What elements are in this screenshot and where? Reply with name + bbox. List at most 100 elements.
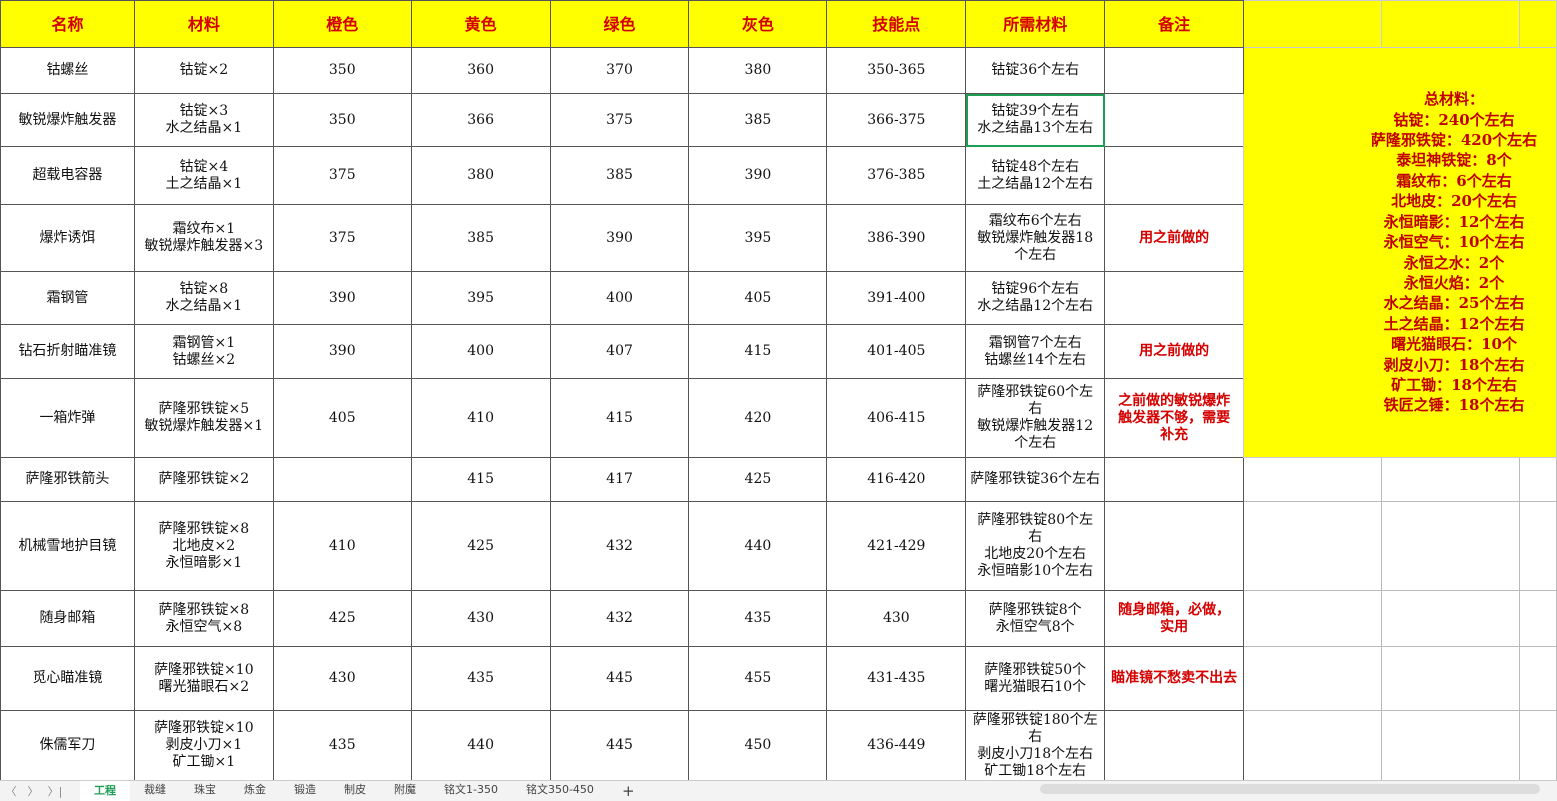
gray-cell[interactable]: 420 xyxy=(688,378,828,458)
name-cell[interactable]: 霜钢管 xyxy=(0,271,135,325)
green-cell[interactable]: 375 xyxy=(549,93,690,147)
last-sheet-icon[interactable]: 〉| xyxy=(47,785,63,798)
sheet-tab[interactable]: 工程 xyxy=(80,781,130,801)
name-cell[interactable]: 侏儒军刀 xyxy=(0,710,135,781)
add-sheet-icon[interactable]: + xyxy=(621,782,635,800)
note-cell[interactable]: 瞄准镜不愁卖不出去 xyxy=(1104,646,1245,711)
materials-cell[interactable]: 萨隆邪铁锭×8 永恒空气×8 xyxy=(133,590,274,647)
skill-cell[interactable]: 401-405 xyxy=(826,324,967,379)
skill-cell[interactable]: 436-449 xyxy=(826,710,967,781)
orange-cell[interactable]: 350 xyxy=(272,93,412,147)
next-sheet-icon[interactable]: 〉 xyxy=(27,785,39,798)
required-materials-cell[interactable]: 萨隆邪铁锭36个左右 xyxy=(965,457,1106,502)
orange-cell[interactable]: 410 xyxy=(272,501,412,591)
orange-cell[interactable]: 390 xyxy=(272,324,412,379)
required-materials-cell[interactable]: 萨隆邪铁锭50个 曙光猫眼石10个 xyxy=(965,646,1106,711)
required-materials-cell[interactable]: 钴锭36个左右 xyxy=(965,47,1106,94)
gray-cell[interactable]: 425 xyxy=(688,457,828,502)
sheet-tab[interactable]: 制皮 xyxy=(344,783,366,796)
column-header[interactable]: 橙色 xyxy=(272,0,412,48)
empty-cell[interactable] xyxy=(1380,501,1520,591)
skill-cell[interactable]: 416-420 xyxy=(826,457,967,502)
skill-cell[interactable]: 431-435 xyxy=(826,646,967,711)
skill-cell[interactable]: 376-385 xyxy=(826,146,967,205)
materials-cell[interactable]: 钴锭×3 水之结晶×1 xyxy=(133,93,274,147)
column-header[interactable]: 名称 xyxy=(0,0,135,48)
materials-cell[interactable]: 萨隆邪铁锭×10 曙光猫眼石×2 xyxy=(133,646,274,711)
sheet-tab[interactable]: 附魔 xyxy=(394,783,416,796)
yellow-cell[interactable]: 380 xyxy=(410,146,551,205)
required-materials-cell[interactable]: 钴锭48个左右 土之结晶12个左右 xyxy=(965,146,1106,205)
gray-cell[interactable]: 455 xyxy=(688,646,828,711)
materials-cell[interactable]: 霜纹布×1 敏锐爆炸触发器×3 xyxy=(133,204,274,272)
green-cell[interactable]: 445 xyxy=(549,710,690,781)
skill-cell[interactable]: 391-400 xyxy=(826,271,967,325)
name-cell[interactable]: 觅心瞄准镜 xyxy=(0,646,135,711)
gray-cell[interactable]: 385 xyxy=(688,93,828,147)
note-cell[interactable] xyxy=(1104,271,1245,325)
materials-cell[interactable]: 钴锭×8 水之结晶×1 xyxy=(133,271,274,325)
required-materials-cell[interactable]: 霜钢管7个左右 钴螺丝14个左右 xyxy=(965,324,1106,379)
name-cell[interactable]: 萨隆邪铁箭头 xyxy=(0,457,135,502)
column-header[interactable]: 黄色 xyxy=(410,0,551,48)
name-cell[interactable]: 钴螺丝 xyxy=(0,47,135,94)
orange-cell[interactable]: 425 xyxy=(272,590,412,647)
column-header[interactable]: 材料 xyxy=(133,0,274,48)
sheet-tab[interactable]: 炼金 xyxy=(244,783,266,796)
green-cell[interactable]: 407 xyxy=(549,324,690,379)
orange-cell[interactable]: 390 xyxy=(272,271,412,325)
green-cell[interactable]: 370 xyxy=(549,47,690,94)
required-materials-cell[interactable]: 钴锭96个左右 水之结晶12个左右 xyxy=(965,271,1106,325)
required-materials-cell[interactable]: 萨隆邪铁锭80个左右北地皮20个左右 永恒暗影10个左右 xyxy=(965,501,1106,591)
materials-cell[interactable]: 萨隆邪铁锭×2 xyxy=(133,457,274,502)
name-cell[interactable]: 敏锐爆炸触发器 xyxy=(0,93,135,147)
materials-cell[interactable]: 萨隆邪铁锭×8 北地皮×2 永恒暗影×1 xyxy=(133,501,274,591)
gray-cell[interactable]: 435 xyxy=(688,590,828,647)
empty-cell[interactable] xyxy=(1518,457,1557,502)
name-cell[interactable]: 机械雪地护目镜 xyxy=(0,501,135,591)
note-cell[interactable]: 用之前做的 xyxy=(1104,204,1245,272)
required-materials-cell[interactable]: 萨隆邪铁锭60个左右敏锐爆炸触发器12 个左右 xyxy=(965,378,1106,458)
empty-cell[interactable] xyxy=(1243,0,1382,48)
green-cell[interactable]: 445 xyxy=(549,646,690,711)
empty-cell[interactable] xyxy=(1518,501,1557,591)
gray-cell[interactable]: 380 xyxy=(688,47,828,94)
green-cell[interactable]: 432 xyxy=(549,501,690,591)
column-header[interactable]: 备注 xyxy=(1104,0,1245,48)
gray-cell[interactable]: 440 xyxy=(688,501,828,591)
note-cell[interactable] xyxy=(1104,47,1245,94)
empty-cell[interactable] xyxy=(1518,646,1557,711)
empty-cell[interactable] xyxy=(1380,646,1520,711)
yellow-cell[interactable]: 385 xyxy=(410,204,551,272)
empty-cell[interactable] xyxy=(1243,710,1382,781)
green-cell[interactable]: 400 xyxy=(549,271,690,325)
skill-cell[interactable]: 421-429 xyxy=(826,501,967,591)
note-cell[interactable] xyxy=(1104,93,1245,147)
note-cell[interactable]: 之前做的敏锐爆炸 触发器不够，需要 补充 xyxy=(1104,378,1245,458)
sheet-tab[interactable]: 裁缝 xyxy=(144,783,166,796)
orange-cell[interactable]: 375 xyxy=(272,146,412,205)
column-header[interactable]: 绿色 xyxy=(549,0,690,48)
orange-cell[interactable]: 405 xyxy=(272,378,412,458)
name-cell[interactable]: 爆炸诱饵 xyxy=(0,204,135,272)
green-cell[interactable]: 432 xyxy=(549,590,690,647)
gray-cell[interactable]: 415 xyxy=(688,324,828,379)
green-cell[interactable]: 415 xyxy=(549,378,690,458)
green-cell[interactable]: 385 xyxy=(549,146,690,205)
note-cell[interactable]: 随身邮箱，必做， 实用 xyxy=(1104,590,1245,647)
name-cell[interactable]: 钻石折射瞄准镜 xyxy=(0,324,135,379)
required-materials-cell[interactable]: 霜纹布6个左右 敏锐爆炸触发器18 个左右 xyxy=(965,204,1106,272)
orange-cell[interactable]: 430 xyxy=(272,646,412,711)
orange-cell[interactable]: 435 xyxy=(272,710,412,781)
yellow-cell[interactable]: 440 xyxy=(410,710,551,781)
materials-cell[interactable]: 钴锭×4 土之结晶×1 xyxy=(133,146,274,205)
required-materials-cell[interactable]: 萨隆邪铁锭180个左右剥皮小刀18个左右 矿工锄18个左右 xyxy=(965,710,1106,781)
orange-cell[interactable]: 350 xyxy=(272,47,412,94)
sheet-tab[interactable]: 铭文350-450 xyxy=(525,783,594,796)
empty-cell[interactable] xyxy=(1380,0,1520,48)
yellow-cell[interactable]: 410 xyxy=(410,378,551,458)
total-materials-cell[interactable]: 总材料： 钴锭：240个左右 萨隆邪铁锭：420个左右 泰坦神铁锭：8个 霜纹布：6个左… xyxy=(1243,47,1557,458)
empty-cell[interactable] xyxy=(1518,0,1557,48)
yellow-cell[interactable]: 415 xyxy=(410,457,551,502)
empty-cell[interactable] xyxy=(1380,457,1520,502)
